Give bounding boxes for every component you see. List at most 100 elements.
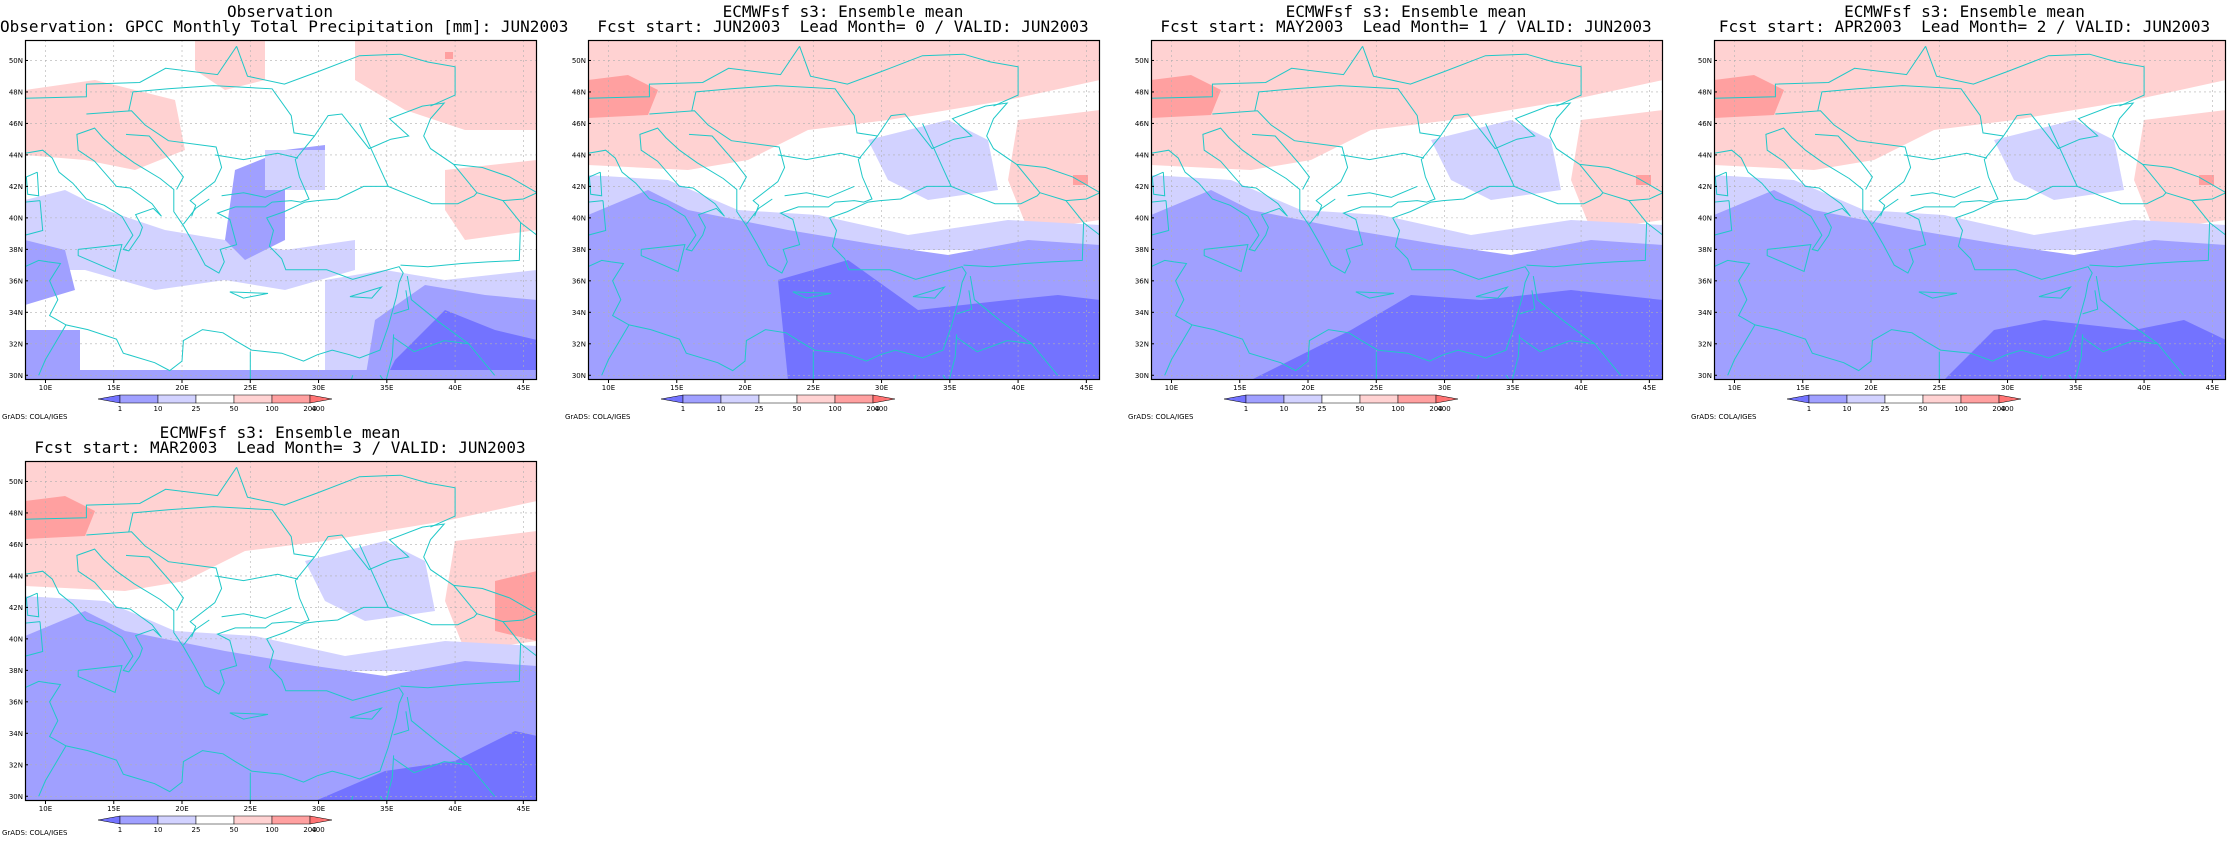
- precip-shade-region: [25, 190, 355, 290]
- precip-shade-region: [315, 731, 537, 801]
- lat-tick-label: 32N: [9, 761, 23, 769]
- lon-tick-label: 35E: [1506, 384, 1519, 392]
- colorbar-label: 200: [866, 405, 879, 413]
- colorbar-segment: [195, 394, 235, 404]
- shade-layer: [25, 40, 537, 380]
- colorbar-label: 50: [1356, 405, 1365, 413]
- precip-shade-region: [1714, 75, 1784, 118]
- gridlines: [25, 40, 537, 380]
- lat-tick-label: 42N: [572, 183, 586, 191]
- colorbar-segment: [1397, 394, 1437, 404]
- colorbar-segment: [1884, 394, 1924, 404]
- colorbar-label: 25: [1881, 405, 1890, 413]
- colorbar-arrow-high: [309, 394, 333, 404]
- axis-ticks: 10E 15E 20E 25E 30E 35E 40E 45E 30N 32N 34N 36N 38N 4…: [1135, 57, 1656, 392]
- precip-shade-region: [588, 40, 1100, 170]
- precip-shade-region: [588, 75, 658, 118]
- lon-tick-label: 25E: [807, 384, 820, 392]
- precipitation-map: 10E 15E 20E 25E 30E 35E 40E 45E 30N 32N 34N 36N 38N 4…: [1135, 39, 1681, 420]
- lat-tick-label: 34N: [1135, 309, 1149, 317]
- colorbar-label: 50: [230, 826, 239, 834]
- lat-tick-label: 30N: [1698, 372, 1712, 380]
- lat-tick-label: 34N: [1698, 309, 1712, 317]
- lat-tick-label: 38N: [9, 246, 23, 254]
- colorbar-segment: [1960, 394, 2000, 404]
- gridlines: [1714, 40, 2226, 380]
- lon-tick-label: 30E: [2001, 384, 2014, 392]
- lat-tick-label: 32N: [9, 340, 23, 348]
- lat-tick-label: 30N: [9, 793, 23, 801]
- colorbar-segment: [796, 394, 836, 404]
- colorbar-segment: [1808, 394, 1848, 404]
- colorbar-label: 25: [192, 405, 201, 413]
- colorbar-label: 50: [1919, 405, 1928, 413]
- map-frame: [587, 39, 1101, 381]
- lon-tick-label: 30E: [312, 805, 325, 813]
- precipitation-map: 10E 15E 20E 25E 30E 35E 40E 45E 30N 32N 34N 36N 38N 4…: [9, 39, 555, 420]
- precip-shade-region: [1431, 120, 1561, 200]
- lat-tick-label: 44N: [9, 572, 23, 580]
- colorbar-label: 400: [1437, 405, 1450, 413]
- lat-tick-label: 40N: [9, 635, 23, 643]
- precip-shade-region: [1151, 75, 1221, 118]
- panel-title: Observation: [227, 2, 333, 21]
- lat-tick-label: 48N: [1135, 88, 1149, 96]
- coastlines: [1714, 46, 2226, 380]
- coastlines: [25, 46, 537, 380]
- lat-tick-label: 36N: [9, 277, 23, 285]
- lon-tick-label: 30E: [875, 384, 888, 392]
- axis-ticks: 10E 15E 20E 25E 30E 35E 40E 45E 30N 32N 34N 36N 38N 4…: [9, 57, 530, 392]
- colorbar-segment: [720, 394, 760, 404]
- lat-tick-label: 44N: [572, 151, 586, 159]
- precip-shade-region: [868, 120, 998, 200]
- colorbar-label: 25: [755, 405, 764, 413]
- lon-tick-label: 20E: [1864, 384, 1877, 392]
- lat-tick-label: 42N: [9, 604, 23, 612]
- precip-shade-region: [778, 260, 1100, 380]
- map-panel-lead-0: ECMWFsf s3: Ensemble mean Fcst start: JU…: [563, 0, 1123, 430]
- lon-tick-label: 25E: [244, 384, 257, 392]
- colorbar-arrow-high: [1998, 394, 2022, 404]
- shade-layer: [1714, 40, 2226, 380]
- panel-title: ECMWFsf s3: Ensemble mean: [1844, 2, 2085, 21]
- lon-tick-label: 40E: [448, 805, 461, 813]
- precip-shade-region: [1636, 175, 1651, 185]
- axis-ticks: 10E 15E 20E 25E 30E 35E 40E 45E 30N 32N 34N 36N 38N 4…: [1698, 57, 2219, 392]
- lat-tick-label: 34N: [572, 309, 586, 317]
- colorbar-segment: [1283, 394, 1323, 404]
- colorbar-segment: [195, 815, 235, 825]
- lon-tick-label: 15E: [670, 384, 683, 392]
- colorbar-segment: [157, 815, 197, 825]
- lat-tick-label: 30N: [9, 372, 23, 380]
- lat-tick-label: 48N: [572, 88, 586, 96]
- lat-tick-label: 32N: [1698, 340, 1712, 348]
- lon-tick-label: 10E: [602, 384, 615, 392]
- colorbar-label: 25: [192, 826, 201, 834]
- colorbar-label: 200: [303, 405, 316, 413]
- lat-tick-label: 30N: [572, 372, 586, 380]
- colorbar-segment: [271, 394, 311, 404]
- colorbar-segment: [1846, 394, 1886, 404]
- colorbar-segment: [1359, 394, 1399, 404]
- map-panel-lead-2: ECMWFsf s3: Ensemble mean Fcst start: AP…: [1689, 0, 2240, 430]
- map-frame: [1150, 39, 1664, 381]
- precip-shade-region: [25, 611, 537, 801]
- precip-shade-region: [1073, 175, 1088, 185]
- lon-tick-label: 20E: [175, 384, 188, 392]
- precip-shade-region: [445, 160, 537, 240]
- lat-tick-label: 36N: [1135, 277, 1149, 285]
- colorbar-arrow-high: [1435, 394, 1459, 404]
- lat-tick-label: 36N: [572, 277, 586, 285]
- precip-shade-region: [25, 496, 95, 539]
- lat-tick-label: 32N: [1135, 340, 1149, 348]
- coastlines: [588, 46, 1100, 380]
- lat-tick-label: 38N: [1135, 246, 1149, 254]
- lon-tick-label: 20E: [175, 805, 188, 813]
- gridlines: [1151, 40, 1663, 380]
- lon-tick-label: 40E: [2137, 384, 2150, 392]
- colorbar-arrow-low: [97, 815, 121, 825]
- colorbar-label: 100: [1391, 405, 1404, 413]
